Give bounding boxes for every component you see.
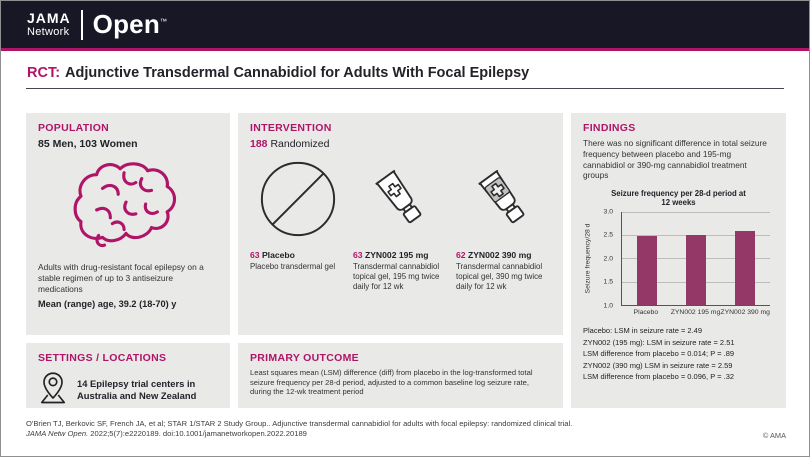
brain-icon [38, 150, 218, 262]
chart-y-tick: 2.5 [603, 231, 613, 239]
randomized-line: 188 Randomized [250, 138, 551, 150]
copyright-ama: © AMA [762, 430, 786, 440]
chart-plot [621, 211, 770, 306]
chart-y-tick: 2.0 [603, 255, 613, 263]
primary-outcome-panel: PRIMARY OUTCOME Least squares mean (LSM)… [238, 343, 563, 408]
settings-heading: SETTINGS / LOCATIONS [38, 352, 167, 364]
group-name-line: 63 ZYN002 195 mg [353, 250, 448, 260]
intervention-group-zyn002-390: 62 ZYN002 390 mg Transdermal cannabidiol… [456, 152, 551, 292]
result-line: ZYN002 (195 mg): LSM in seizure rate = 2… [583, 337, 735, 347]
group-description: Placebo transdermal gel [250, 262, 336, 271]
chart-area: Seizure frequency/28 d 3.0 2.5 2.0 1.5 1.0 [583, 208, 774, 310]
citation-journal: JAMA Netw Open. [26, 429, 89, 439]
group-description: Transdermal cannabidiol topical gel, 390… [456, 262, 543, 292]
intervention-group-placebo: 63 Placebo Placebo transdermal gel [250, 152, 345, 292]
placebo-no-drug-icon [250, 152, 345, 246]
chart-x-label: ZYN002 195 mg [670, 308, 721, 316]
trademark-symbol: ™ [159, 18, 168, 26]
chart-gridline [622, 211, 770, 213]
population-panel: POPULATION 85 Men, 103 Women [26, 113, 230, 335]
intervention-groups: 63 Placebo Placebo transdermal gel [250, 152, 551, 292]
chart-y-ticks: 3.0 2.5 2.0 1.5 1.0 [583, 208, 617, 310]
findings-heading: FINDINGS [583, 122, 636, 134]
article-title: RCT: Adjunctive Transdermal Cannabidiol f… [1, 51, 809, 81]
settings-text: 14 Epilepsy trial centers in Australia a… [77, 377, 197, 401]
chart-bar [735, 230, 756, 305]
group-name-line: 63 Placebo [250, 250, 345, 260]
group-count: 63 [250, 250, 260, 260]
primary-outcome-text: Least squares mean (LSM) difference (dif… [250, 368, 533, 397]
logo-jama-text: JAMA [27, 10, 71, 26]
footer: O'Brien TJ, Berkovic SF, French JA, et a… [26, 419, 786, 440]
logo-network-text: Network [27, 26, 70, 38]
group-name-line: 62 ZYN002 390 mg [456, 250, 551, 260]
primary-outcome-heading: PRIMARY OUTCOME [250, 352, 359, 364]
chart-y-tick: 3.0 [603, 208, 613, 216]
findings-panel: FINDINGS There was no significant differ… [571, 113, 786, 408]
middle-column: INTERVENTION 188 Randomized 63 Placebo [238, 113, 563, 408]
location-pin-icon [38, 370, 68, 408]
randomized-count: 188 [250, 138, 268, 150]
group-name: ZYN002 390 mg [467, 250, 532, 260]
right-column: FINDINGS There was no significant differ… [571, 113, 786, 408]
study-type-tag: RCT: [27, 65, 61, 81]
citation-line1: O'Brien TJ, Berkovic SF, French JA, et a… [26, 419, 573, 428]
group-name: Placebo [261, 250, 295, 260]
population-counts: 85 Men, 103 Women [38, 138, 138, 150]
left-column: POPULATION 85 Men, 103 Women [26, 113, 230, 408]
jama-network-wordmark: JAMA Network [27, 11, 71, 38]
group-name: ZYN002 195 mg [364, 250, 429, 260]
intervention-group-zyn002-195: 63 ZYN002 195 mg Transdermal cannabidiol… [353, 152, 448, 292]
chart-y-tick: 1.0 [603, 302, 613, 310]
findings-results: Placebo: LSM in seizure rate = 2.49 ZYN0… [583, 325, 774, 383]
group-description: Transdermal cannabidiol topical gel, 195… [353, 262, 440, 292]
result-line: LSM difference from placebo = 0.096, P =… [583, 372, 735, 382]
findings-summary: There was no significant difference in t… [583, 138, 767, 181]
intervention-heading: INTERVENTION [250, 122, 332, 134]
article-title-text: Adjunctive Transdermal Cannabidiol for A… [65, 65, 530, 81]
intervention-panel: INTERVENTION 188 Randomized 63 Placebo [238, 113, 563, 335]
citation-rest: 2022;5(7):e2220189. doi:10.1001/jamanetw… [88, 429, 307, 439]
chart-y-tick: 1.5 [603, 278, 613, 286]
citation-line2: JAMA Netw Open. 2022;5(7):e2220189. doi:… [26, 429, 572, 439]
gel-tube-icon [353, 152, 448, 246]
logo-open-text: Open™ [93, 9, 167, 40]
result-line: Placebo: LSM in seizure rate = 2.49 [583, 325, 703, 335]
header-banner: JAMA Network Open™ [1, 1, 809, 51]
settings-panel: SETTINGS / LOCATIONS 14 Epilepsy trial c… [26, 343, 230, 408]
chart-title: Seizure frequency per 28-d period at 12 … [611, 189, 746, 208]
randomized-label: Randomized [270, 138, 330, 150]
logo-divider [80, 9, 83, 40]
population-age: Mean (range) age, 39.2 (18-70) y [38, 298, 177, 309]
group-count: 63 [353, 250, 363, 260]
citation: O'Brien TJ, Berkovic SF, French JA, et a… [26, 419, 572, 440]
population-heading: POPULATION [38, 122, 110, 134]
chart-bar [636, 235, 657, 305]
chart-bar [686, 234, 706, 305]
gel-tube-icon [456, 152, 551, 246]
chart-x-labels: Placebo ZYN002 195 mg ZYN002 390 mg [621, 309, 770, 317]
chart-x-label: Placebo [633, 308, 659, 316]
findings-bar-chart: Seizure frequency per 28-d period at 12 … [583, 189, 774, 317]
group-count: 62 [456, 250, 466, 260]
result-line: LSM difference from placebo = 0.014; P =… [583, 349, 735, 359]
result-line: ZYN002 (390 mg) LSM in seizure rate = 2.… [583, 360, 733, 370]
content-grid: POPULATION 85 Men, 103 Women [26, 113, 786, 408]
population-description: Adults with drug-resistant focal epileps… [38, 262, 204, 294]
logo-open-word: Open [92, 9, 160, 39]
title-divider [26, 88, 784, 89]
chart-x-label: ZYN002 390 mg [720, 308, 770, 316]
jama-network-open-logo: JAMA Network Open™ [27, 9, 167, 40]
settings-row: 14 Epilepsy trial centers in Australia a… [38, 370, 218, 408]
